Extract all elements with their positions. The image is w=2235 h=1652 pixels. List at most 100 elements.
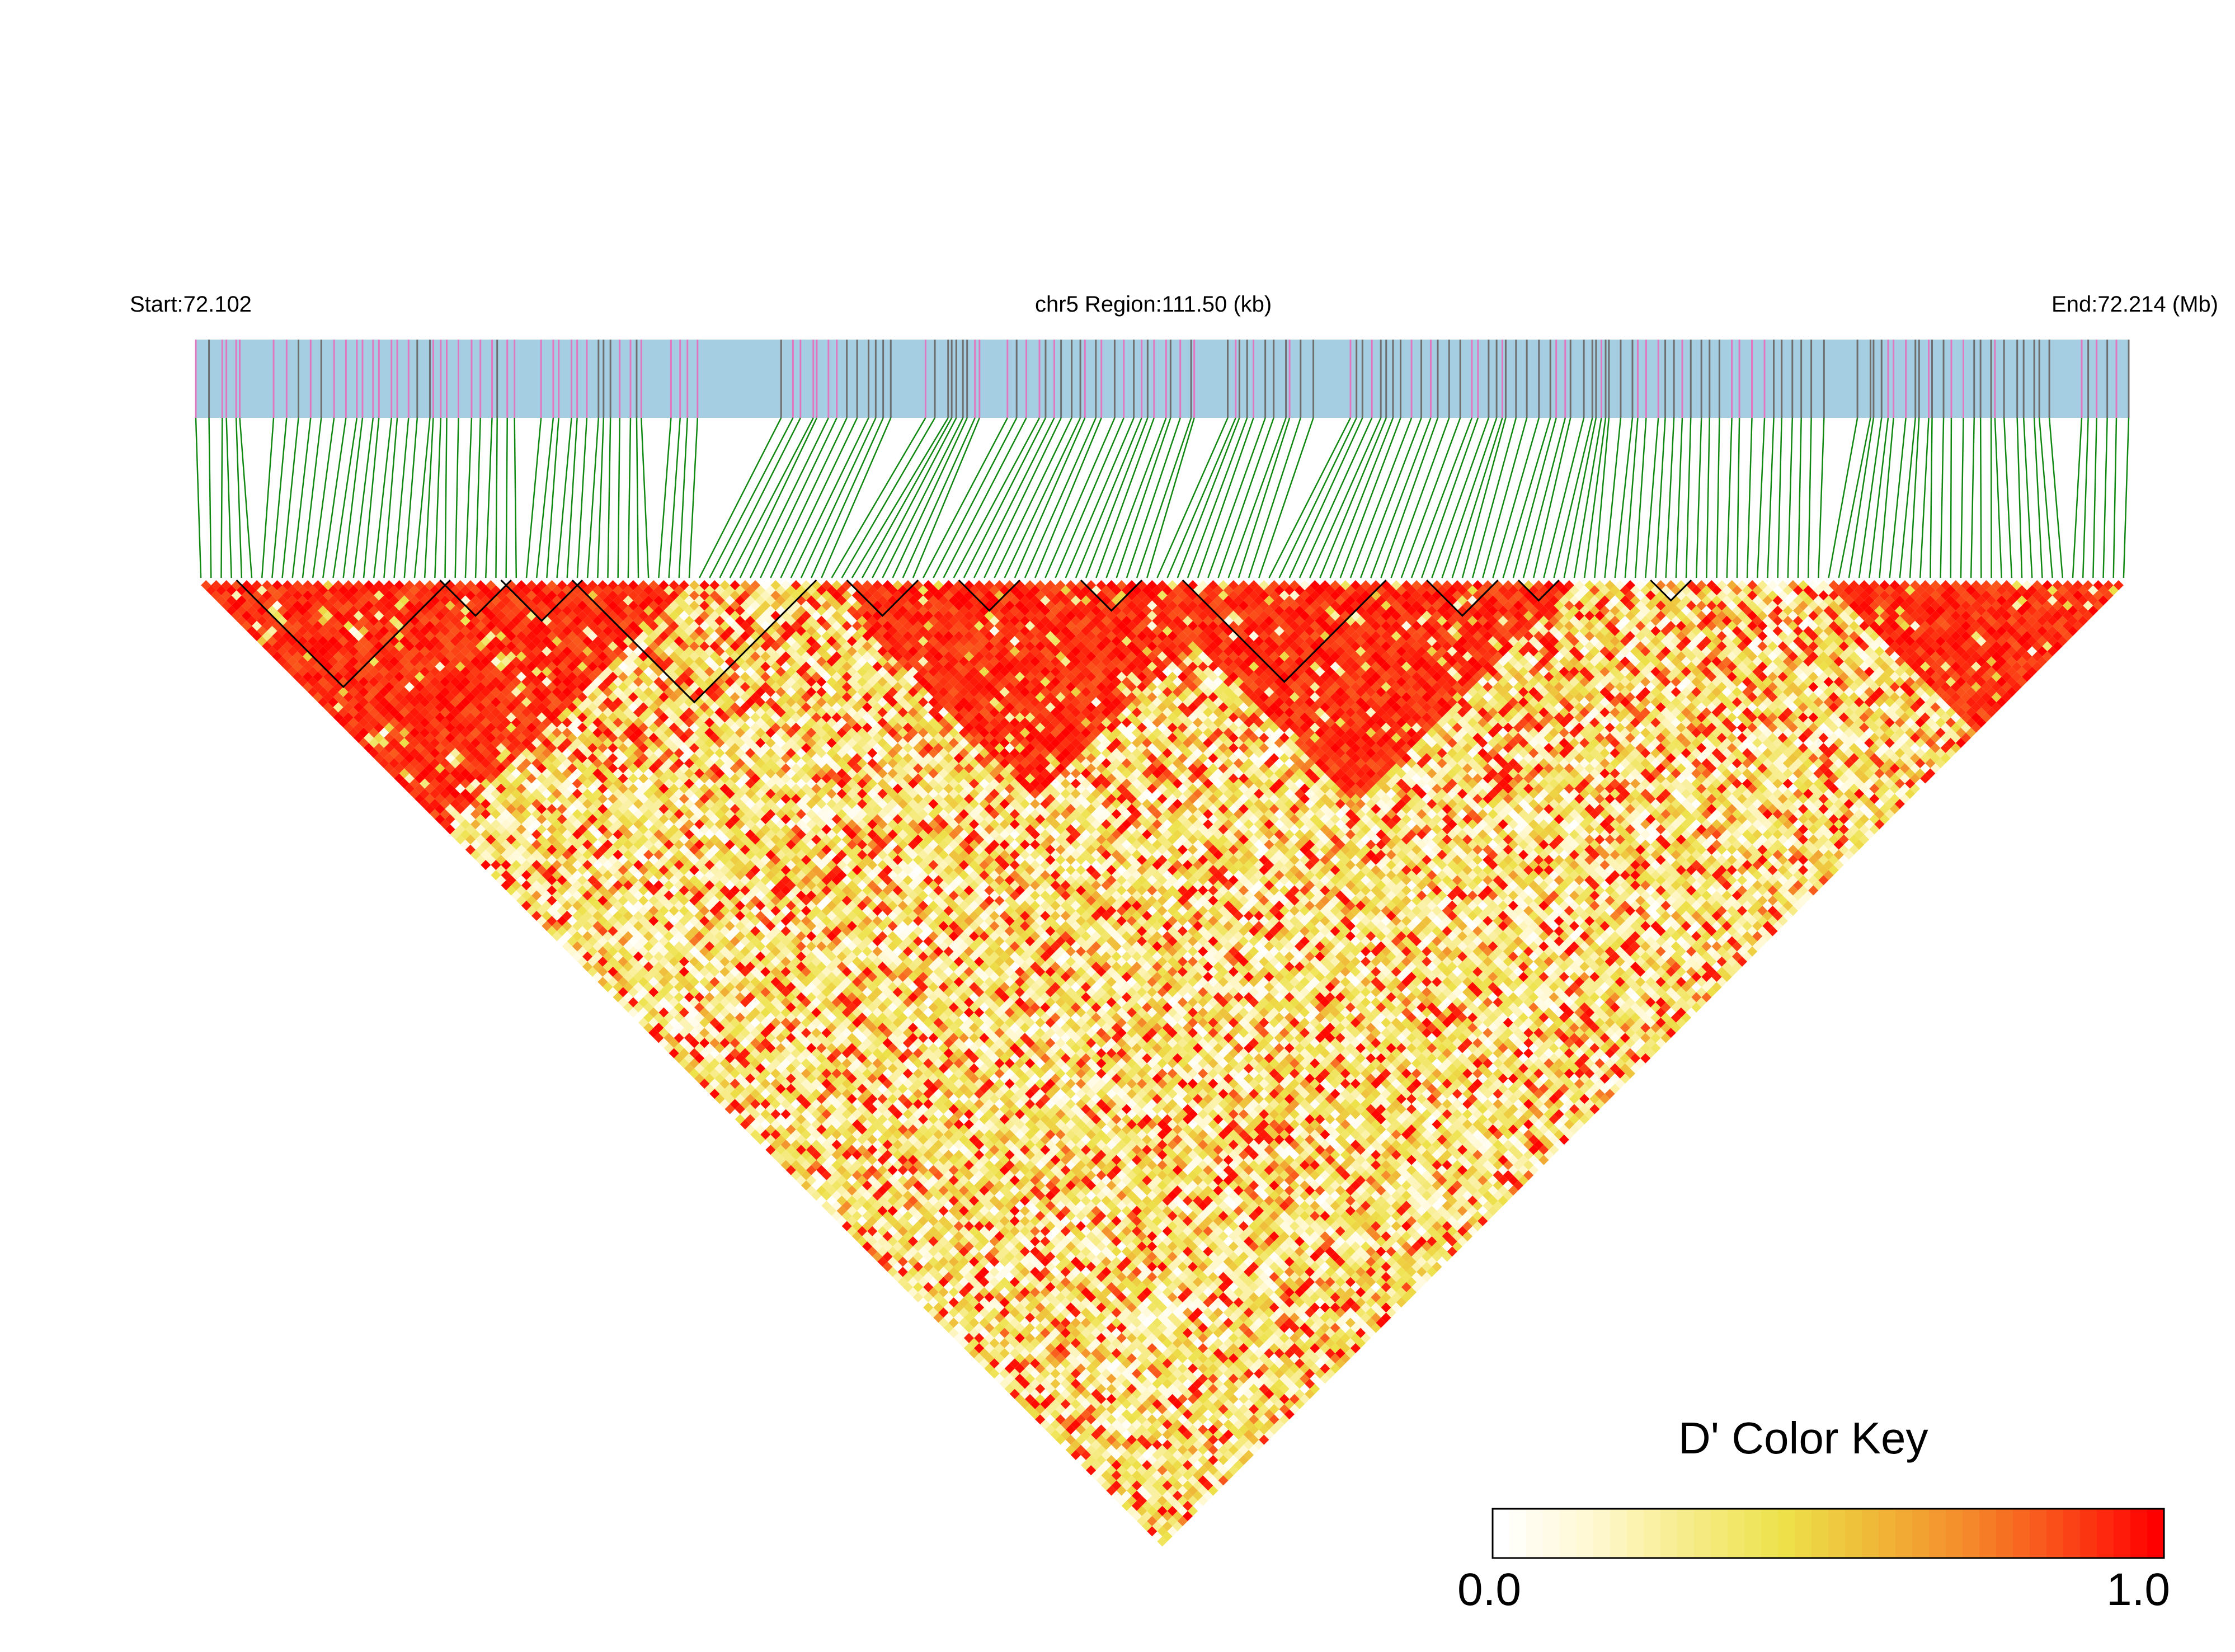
ld-cell bbox=[658, 1017, 669, 1028]
snp-connector bbox=[1400, 417, 1461, 578]
ld-cell bbox=[999, 1368, 1010, 1379]
snp-connector bbox=[363, 417, 380, 578]
ld-cell bbox=[511, 890, 521, 901]
ld-cell bbox=[887, 1246, 898, 1257]
ld-cell bbox=[984, 1353, 995, 1364]
snp-connector bbox=[658, 417, 672, 578]
snp-connector bbox=[1410, 417, 1473, 578]
ld-cell bbox=[648, 1017, 659, 1028]
ld-cell bbox=[704, 1053, 715, 1063]
ld-cell bbox=[938, 1307, 949, 1318]
ld-cell bbox=[1070, 1439, 1081, 1450]
snp-connector bbox=[1268, 417, 1352, 578]
snp-connector bbox=[1421, 417, 1479, 578]
ld-cell bbox=[343, 712, 354, 723]
ld-cell bbox=[1004, 1373, 1015, 1384]
snp-connector bbox=[1899, 417, 1916, 578]
ld-cell bbox=[592, 961, 603, 972]
snp-connector bbox=[841, 417, 936, 578]
ld-cell bbox=[364, 742, 374, 754]
ld-cell bbox=[831, 1190, 842, 1201]
snp-connector bbox=[1787, 417, 1794, 578]
ld-cell bbox=[801, 1160, 812, 1170]
ld-cell bbox=[958, 1338, 969, 1348]
ld-cell bbox=[440, 809, 450, 820]
ld-cell bbox=[440, 819, 450, 830]
ld-cell bbox=[348, 727, 359, 738]
snp-connector bbox=[235, 417, 243, 578]
snp-connector bbox=[851, 417, 949, 578]
snp-connector bbox=[1329, 417, 1394, 578]
ld-cell bbox=[846, 1216, 857, 1226]
ld-cell bbox=[907, 1287, 919, 1297]
ld-cell bbox=[669, 1028, 679, 1038]
ld-cell bbox=[491, 860, 501, 870]
ld-cell bbox=[547, 895, 557, 906]
ld-cell bbox=[770, 1129, 781, 1140]
ld-cell bbox=[445, 824, 455, 835]
ld-cell bbox=[597, 967, 608, 977]
snp-connector bbox=[617, 417, 620, 578]
ld-cell bbox=[608, 977, 618, 987]
ld-cell bbox=[572, 941, 582, 952]
ld-cell bbox=[938, 1297, 949, 1308]
ld-cell bbox=[313, 661, 323, 672]
ld-cell bbox=[979, 1348, 990, 1359]
ld-cell bbox=[343, 692, 354, 703]
ld-cell bbox=[851, 1231, 863, 1241]
ld-cell bbox=[348, 697, 359, 708]
ld-cell bbox=[496, 865, 506, 876]
ld-cell bbox=[308, 686, 318, 698]
snp-connector bbox=[811, 417, 884, 578]
ld-cell bbox=[907, 1277, 919, 1287]
snp-connector bbox=[923, 417, 1008, 578]
ld-cell bbox=[714, 1073, 725, 1084]
snp-connector bbox=[688, 417, 699, 578]
ld-cell bbox=[851, 1221, 863, 1231]
snp-connector bbox=[434, 417, 442, 578]
ld-cell bbox=[1096, 1465, 1107, 1476]
ld-cell bbox=[481, 849, 491, 860]
snp-connector bbox=[1930, 417, 1933, 578]
ld-cell bbox=[1131, 1510, 1142, 1522]
snp-connector bbox=[607, 417, 611, 578]
snp-connector bbox=[1655, 417, 1666, 578]
ld-cell bbox=[770, 1150, 781, 1160]
snp-connector bbox=[1919, 417, 1930, 578]
snp-connector bbox=[2016, 417, 2023, 578]
snp-connector bbox=[1502, 417, 1551, 578]
ld-cell bbox=[862, 1241, 873, 1252]
ld-cell bbox=[313, 681, 323, 693]
ld-cell bbox=[1025, 1404, 1036, 1415]
snp-connector bbox=[699, 417, 782, 578]
ld-cell bbox=[465, 824, 476, 835]
ld-cell bbox=[425, 783, 435, 794]
ld-cell bbox=[1004, 1363, 1015, 1374]
ld-cell bbox=[1111, 1470, 1122, 1481]
ld-cell bbox=[638, 1017, 649, 1028]
snp-connector bbox=[1024, 417, 1097, 578]
ld-cell bbox=[547, 916, 557, 926]
ld-cell bbox=[389, 737, 399, 749]
ld-cell bbox=[374, 753, 384, 764]
snp-connector bbox=[1634, 417, 1647, 578]
snp-connector bbox=[1298, 417, 1373, 578]
ld-cell bbox=[531, 880, 542, 891]
ld-cell bbox=[857, 1236, 868, 1247]
ld-cell bbox=[323, 671, 333, 682]
ld-cell bbox=[618, 977, 628, 987]
ld-cell bbox=[1106, 1485, 1117, 1496]
ld-cell bbox=[435, 783, 445, 794]
ld-cell bbox=[364, 722, 374, 733]
ld-cell bbox=[953, 1333, 964, 1343]
ld-cell bbox=[409, 788, 420, 799]
ld-cell bbox=[302, 651, 313, 662]
ld-cell bbox=[912, 1272, 924, 1282]
snp-connector bbox=[2112, 417, 2118, 578]
ld-cell bbox=[821, 1190, 832, 1201]
ld-cell bbox=[669, 1038, 679, 1048]
ld-cell bbox=[943, 1312, 954, 1323]
ld-cell bbox=[918, 1297, 929, 1308]
ld-cell bbox=[364, 712, 374, 723]
ld-cell bbox=[262, 620, 272, 631]
